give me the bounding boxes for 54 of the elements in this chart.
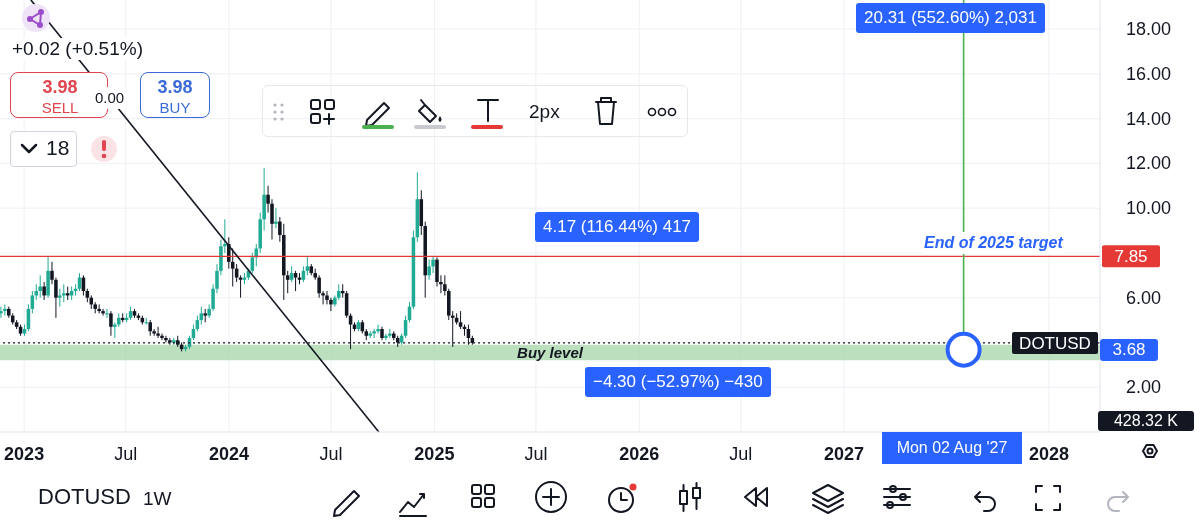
y-tick-label: 14.00 [1126,108,1172,129]
annotation: 2px [529,101,560,123]
annotation: End of 2025 target [922,232,1065,254]
text: 1W [143,488,172,510]
x-tick-label: 2026 [619,444,660,464]
x-tick-label: Jul [729,444,753,464]
band-label: Buy level [517,343,584,361]
y-tick-label: 16.00 [1126,63,1172,84]
candlestick [164,335,168,343]
candlestick [372,328,376,339]
candlestick [42,281,46,301]
y-tick-label: 18.00 [1126,19,1172,40]
y-tick-label: 10.00 [1126,198,1172,219]
annotation: 18 [46,136,70,159]
text: Mon 02 Aug '27 [882,432,1022,464]
candlestick [388,328,392,339]
candlestick [427,259,431,281]
text: 3.68 [1100,339,1158,361]
y-tick-label: 12.00 [1126,153,1172,174]
x-tick-label: 2028 [1028,444,1069,464]
annotation: SELL [41,99,79,116]
text: 428.32 K [1098,411,1194,431]
annotation: 0.00 [93,87,127,109]
x-tick-label: 2025 [414,444,455,464]
candlestick [376,324,380,335]
annotation: 4.17 (116.44%) 417 [535,212,700,242]
x-tick-label: Jul [114,444,138,464]
candlestick [384,333,388,341]
ref-line-label: DOTUSD [1019,333,1091,353]
annotation: +0.02 (+0.51%) [12,38,143,60]
y-tick-label: 2.00 [1126,377,1162,398]
candlestick [101,308,105,317]
candlestick [109,310,113,337]
candlestick [97,303,101,314]
y-tick-label: 6.00 [1126,287,1162,308]
ref-line-label: 7.85 [1114,247,1148,267]
x-tick-label: Jul [319,444,343,464]
x-tick-label: 2027 [824,444,865,464]
x-tick-label: 2023 [4,444,45,464]
text: DOTUSD [38,484,131,509]
annotation: BUY [158,98,192,118]
candlestick [274,207,278,229]
annotation: 20.31 (552.60%) 2,031 [856,3,1045,33]
annotation: 3.98 [42,77,78,97]
annotation: 3.98 [156,76,194,98]
candlestick [156,326,160,339]
x-tick-label: 2024 [208,444,249,464]
annotation: −4.30 (−52.97%) −430 [585,367,771,397]
candlestick [0,306,3,319]
candlestick [3,303,7,317]
candlestick [105,308,109,319]
x-tick-label: Jul [524,444,548,464]
candlestick [38,274,42,299]
candlestick [58,288,62,308]
